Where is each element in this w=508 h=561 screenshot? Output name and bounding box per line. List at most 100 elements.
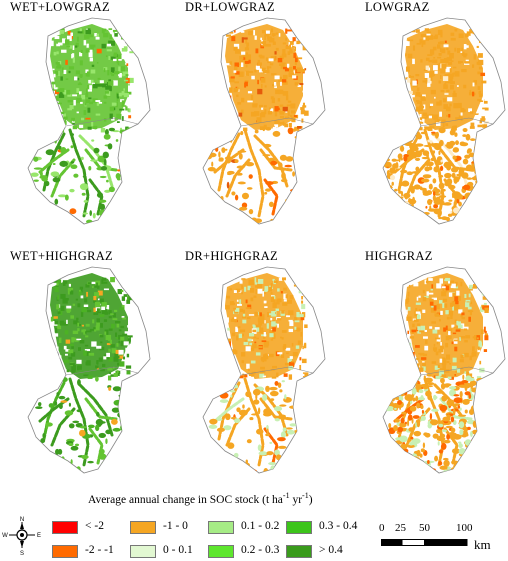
patch [223, 382, 230, 389]
patch [118, 66, 123, 72]
patch [114, 332, 118, 337]
patch [85, 88, 88, 94]
patch [226, 92, 229, 98]
patch [81, 454, 89, 460]
patch [234, 159, 239, 163]
patch [451, 448, 460, 454]
patch [45, 422, 53, 427]
patch [453, 90, 456, 95]
patch [274, 449, 280, 456]
patch [302, 345, 304, 350]
patch [426, 382, 435, 386]
patch [48, 403, 54, 408]
patch [427, 77, 431, 84]
patch [254, 35, 257, 40]
patch [484, 315, 487, 321]
patch [290, 103, 296, 109]
patch [482, 198, 486, 206]
patch [460, 116, 463, 121]
patch [208, 424, 218, 429]
patch [302, 45, 307, 51]
patch [269, 320, 275, 323]
soc-change-patches [28, 273, 134, 472]
patch [441, 374, 447, 378]
patch [276, 107, 280, 111]
patch [383, 210, 391, 216]
patch [99, 421, 106, 424]
patch [289, 66, 293, 70]
patch [91, 82, 97, 85]
patch [83, 110, 87, 116]
patch [104, 354, 107, 357]
patch [96, 192, 103, 198]
patch [441, 48, 446, 54]
patch [52, 68, 55, 71]
legend-swatch [208, 545, 234, 558]
patch [118, 447, 121, 451]
patch [420, 96, 426, 101]
patch [236, 87, 239, 92]
patch [477, 162, 481, 169]
patch [121, 35, 127, 38]
patch [438, 53, 442, 56]
patch [260, 67, 266, 74]
patch [396, 469, 404, 473]
map-panel-highgraz: HIGHGRAZ [365, 249, 508, 489]
patch [66, 35, 72, 42]
patch [451, 301, 456, 306]
patch [434, 365, 438, 370]
patch [89, 79, 94, 85]
patch [477, 162, 481, 168]
patch [108, 328, 113, 331]
patch [227, 442, 235, 449]
patch [454, 339, 458, 342]
patch [423, 375, 426, 379]
patch [431, 284, 434, 289]
patch [53, 333, 59, 337]
patch [269, 441, 273, 444]
patch [283, 299, 287, 302]
patch [262, 127, 265, 132]
patch [231, 191, 236, 196]
patch [407, 53, 413, 59]
river-corridor [259, 397, 293, 421]
patch [117, 362, 121, 366]
patch [387, 377, 391, 385]
patch [82, 175, 85, 178]
patch [96, 345, 102, 349]
patch [119, 353, 123, 356]
patch [219, 399, 229, 403]
patch [292, 128, 297, 132]
map-image [202, 17, 326, 225]
patch [445, 342, 449, 348]
patch [280, 353, 285, 358]
patch [292, 66, 296, 70]
patch [293, 200, 297, 206]
patch [292, 352, 298, 357]
patch [118, 92, 122, 97]
patch [231, 332, 236, 337]
map-image [382, 266, 506, 474]
patch [243, 374, 248, 378]
patch [264, 33, 268, 37]
patch [425, 57, 430, 61]
patch [69, 188, 75, 193]
patch [52, 88, 57, 91]
patch [233, 307, 237, 310]
patch [422, 383, 429, 390]
patch [72, 420, 80, 424]
patch [293, 284, 297, 287]
patch [235, 71, 240, 75]
patch [110, 71, 113, 75]
patch [274, 280, 278, 283]
legend-label: 0 - 0.1 [163, 544, 193, 556]
patch [433, 305, 437, 311]
patch [278, 33, 281, 37]
patch [395, 161, 399, 168]
patch [122, 317, 127, 320]
patch [465, 133, 471, 141]
patch [427, 54, 433, 56]
patch [415, 311, 421, 314]
patch [236, 165, 245, 169]
patch [245, 391, 252, 398]
